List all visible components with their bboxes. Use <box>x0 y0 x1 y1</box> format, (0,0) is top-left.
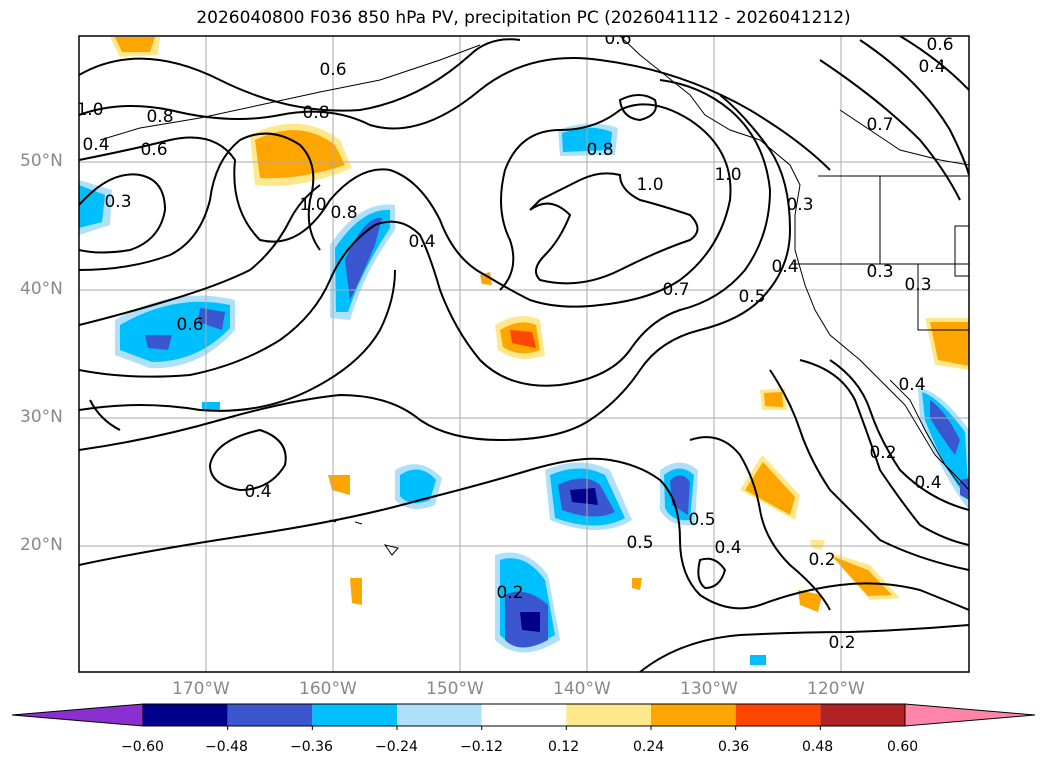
contour-label: 0.2 <box>828 633 855 653</box>
contour-label: 0.5 <box>688 510 715 530</box>
contour-label: 1.0 <box>636 175 663 195</box>
contour-label: 0.4 <box>898 375 925 395</box>
coastlines <box>99 36 969 556</box>
contour-label: 0.4 <box>918 57 945 77</box>
lon-label: 160°W <box>299 679 357 699</box>
contour-label: 0.2 <box>808 550 835 570</box>
colorbar-label: 0.24 <box>633 739 665 755</box>
contour-label: 0.2 <box>496 583 523 603</box>
contour-label: 0.8 <box>146 107 173 127</box>
contour-label: 0.4 <box>771 257 798 277</box>
contour-label: 0.3 <box>904 275 931 295</box>
contour-label: 0.4 <box>714 538 741 558</box>
colorbar-label: 0.60 <box>887 739 919 755</box>
contour-label: 0.6 <box>926 35 953 55</box>
contour-label: 0.4 <box>408 232 435 252</box>
contour-label: 0.4 <box>82 135 109 155</box>
colorbar-label: 0.48 <box>802 739 834 755</box>
pv-contours <box>79 36 969 672</box>
contour-label: 0.3 <box>104 192 131 212</box>
colorbar-label: 0.12 <box>548 739 580 755</box>
contour-label: 0.8 <box>302 103 329 123</box>
contour-label: 0.7 <box>866 115 893 135</box>
contour-label: 1.0 <box>76 100 103 120</box>
colorbar-label: 0.36 <box>718 739 750 755</box>
map-title: 2026040800 F036 850 hPa PV, precipitatio… <box>196 8 851 28</box>
contour-label: 0.6 <box>140 140 167 160</box>
contour-label: 0.5 <box>738 287 765 307</box>
lon-label: 130°W <box>680 679 738 699</box>
contour-label: 0.6 <box>176 315 203 335</box>
contour-label: 0.8 <box>330 203 357 223</box>
colorbar-label: −0.36 <box>290 739 333 755</box>
contour-label: 1.0 <box>299 195 326 215</box>
contour-label: 0.7 <box>662 280 689 300</box>
contour-label: 0.6 <box>319 60 346 80</box>
lon-label: 170°W <box>172 679 230 699</box>
contour-label: 0.4 <box>244 482 271 502</box>
lat-label: 40°N <box>20 279 63 299</box>
contour-label: 0.3 <box>866 262 893 282</box>
colorbar-label: −0.48 <box>205 739 248 755</box>
lat-label: 20°N <box>20 535 63 555</box>
lat-label: 30°N <box>20 407 63 427</box>
lon-label: 140°W <box>553 679 611 699</box>
contour-label: 1.0 <box>714 165 741 185</box>
colorbar-label: −0.24 <box>375 739 418 755</box>
contour-label: 0.8 <box>586 140 613 160</box>
map-frame <box>78 35 970 673</box>
contour-label: 0.2 <box>869 443 896 463</box>
contour-label: 0.6 <box>604 29 631 49</box>
lat-label: 50°N <box>20 151 63 171</box>
lon-label: 150°W <box>426 679 484 699</box>
contour-label: 0.4 <box>914 473 941 493</box>
precip-shading <box>79 37 969 665</box>
contour-label: 0.5 <box>626 533 653 553</box>
contour-label: 0.3 <box>786 195 813 215</box>
colorbar-label: −0.60 <box>121 739 164 755</box>
colorbar-label: −0.12 <box>460 739 503 755</box>
lon-label: 120°W <box>807 679 865 699</box>
contour-labels: 0.6 0.8 0.8 1.0 0.6 0.3 1.0 0.8 0.4 0.6 … <box>76 29 954 653</box>
